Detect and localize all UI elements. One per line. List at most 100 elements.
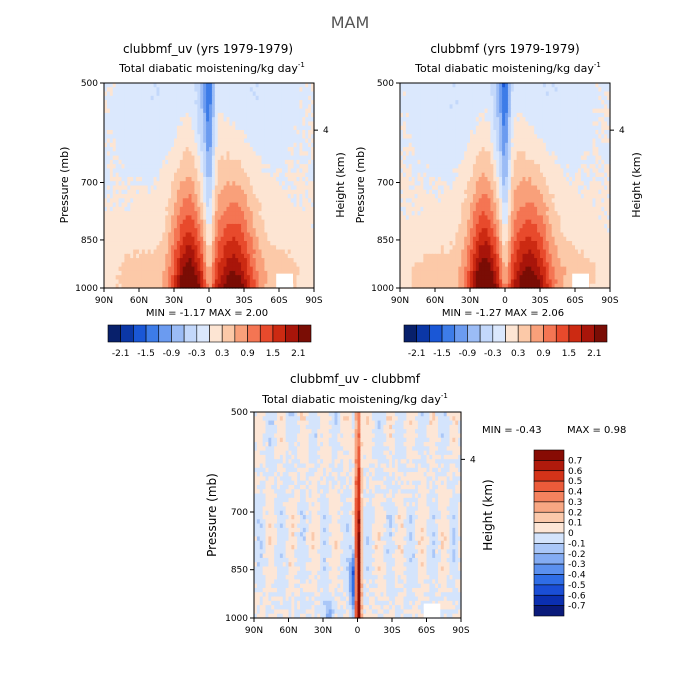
heatmap-cell — [185, 134, 190, 140]
heatmap-cell — [112, 159, 117, 165]
heatmap-cell — [510, 91, 515, 97]
heatmap-cell — [499, 87, 503, 93]
heatmap-cell — [513, 168, 518, 174]
heatmap-cell — [261, 100, 266, 105]
heatmap-cell — [296, 95, 301, 101]
heatmap-cell — [106, 121, 111, 127]
colorbar-label: -2.1 — [112, 349, 130, 359]
heatmap-cell — [296, 147, 301, 152]
heatmap-cell — [575, 117, 579, 123]
heatmap-cell — [200, 270, 204, 276]
heatmap-cell — [311, 125, 315, 131]
heatmap-cell — [308, 100, 312, 105]
heatmap-cell — [604, 83, 608, 88]
heatmap-cell — [296, 112, 301, 118]
heatmap-cell — [461, 134, 465, 140]
heatmap-cell — [176, 95, 181, 101]
heatmap-cell — [191, 117, 196, 123]
heatmap-cell — [220, 168, 225, 174]
heatmap-cell — [185, 125, 190, 131]
heatmap-cell — [124, 219, 128, 225]
heatmap-cell — [176, 232, 181, 238]
heatmap-cell — [124, 181, 128, 187]
heatmap-cell — [252, 95, 257, 101]
heatmap-cell — [273, 228, 277, 234]
heatmap-cell — [470, 134, 474, 140]
heatmap-cell — [592, 134, 597, 140]
heatmap-cell — [203, 194, 207, 199]
heatmap-cell — [443, 95, 448, 101]
heatmap-cell — [220, 104, 225, 110]
heatmap-cell — [209, 104, 213, 110]
heatmap-cell — [467, 95, 471, 101]
heatmap-cell — [607, 87, 611, 93]
heatmap-cell — [566, 108, 570, 114]
heatmap-cell — [542, 100, 547, 105]
heatmap-cell — [502, 155, 506, 161]
heatmap-cell — [226, 104, 231, 110]
heatmap-cell — [420, 125, 424, 131]
heatmap-cell — [200, 121, 204, 127]
heatmap-cell — [121, 279, 126, 285]
heatmap-cell — [510, 104, 515, 110]
heatmap-cell — [139, 249, 143, 255]
heatmap-cell — [156, 176, 161, 182]
heatmap-cell — [191, 223, 196, 229]
heatmap-cell — [311, 262, 315, 268]
heatmap-cell — [211, 125, 216, 131]
heatmap-cell — [566, 83, 570, 88]
heatmap-cell — [255, 155, 260, 161]
heatmap-cell — [194, 206, 198, 212]
heatmap-cell — [238, 125, 242, 131]
heatmap-cell — [159, 198, 163, 204]
heatmap-cell — [464, 108, 468, 114]
heatmap-cell — [127, 95, 131, 101]
heatmap-cell — [144, 108, 149, 114]
heatmap-cell — [197, 245, 201, 251]
heatmap-cell — [174, 142, 178, 148]
colorbar-swatch — [196, 324, 210, 343]
heatmap-cell — [252, 176, 257, 182]
heatmap-cell — [156, 151, 161, 157]
heatmap-cell — [235, 112, 239, 118]
heatmap-cell — [112, 262, 117, 268]
heatmap-cell — [115, 219, 120, 225]
heatmap-cell — [437, 104, 442, 110]
heatmap-cell — [229, 275, 233, 281]
heatmap-cell — [499, 142, 503, 148]
heatmap-cell — [229, 279, 233, 285]
heatmap-cell — [241, 198, 245, 204]
heatmap-cell — [519, 91, 524, 97]
heatmap-cell — [507, 83, 512, 88]
heatmap-cell — [287, 164, 292, 170]
heatmap-cell — [241, 117, 245, 123]
heatmap-cell — [217, 219, 222, 225]
heatmap-cell — [446, 159, 451, 165]
heatmap-cell — [557, 91, 562, 97]
heatmap-cell — [255, 262, 260, 268]
heatmap-cell — [136, 138, 140, 144]
heatmap-cell — [235, 249, 239, 255]
heatmap-cell — [235, 168, 239, 174]
panel-2-subtitle: Total diabatic moistening/kg day-1 — [414, 61, 601, 75]
heatmap-cell — [261, 253, 266, 259]
heatmap-cell — [226, 172, 231, 178]
heatmap-cell — [261, 275, 266, 281]
heatmap-cell — [206, 275, 210, 281]
heatmap-cell — [241, 159, 245, 165]
heatmap-cell — [106, 151, 111, 157]
heatmap-cell — [121, 245, 126, 251]
heatmap-cell — [455, 129, 459, 135]
heatmap-cell — [496, 142, 500, 148]
heatmap-cell — [261, 219, 266, 225]
heatmap-cell — [223, 236, 228, 242]
colorbar-swatch — [120, 324, 134, 343]
heatmap-cell — [299, 134, 303, 140]
heatmap-cell — [470, 159, 474, 165]
heatmap-cell — [156, 215, 161, 221]
heatmap-cell — [121, 253, 126, 259]
heatmap-cell — [156, 275, 161, 281]
heatmap-cell — [200, 236, 204, 242]
heatmap-cell — [156, 198, 161, 204]
heatmap-cell — [577, 155, 582, 161]
